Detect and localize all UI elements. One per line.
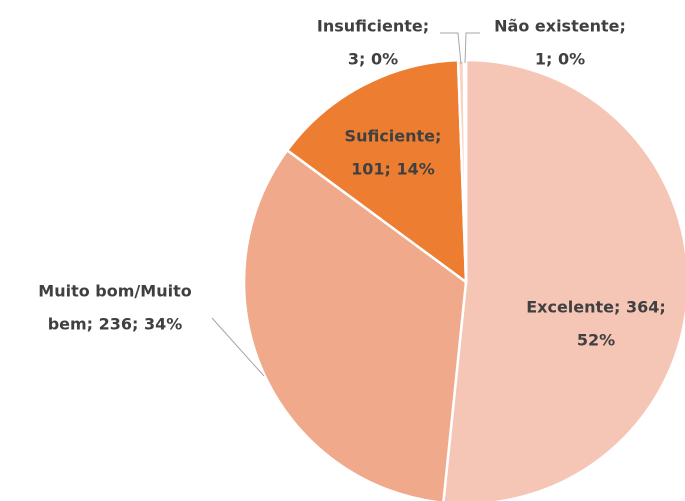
data-label: bem; 236; 34% xyxy=(48,315,183,334)
data-label: 101; 14% xyxy=(351,160,435,179)
leader-line xyxy=(464,32,480,64)
data-label: 1; 0% xyxy=(535,50,585,69)
pie-slice xyxy=(242,148,468,501)
data-label: 52% xyxy=(577,331,615,350)
data-label: Suficiente; xyxy=(345,127,442,146)
data-label: Excelente; 364; xyxy=(526,298,666,317)
data-label: 3; 0% xyxy=(348,50,398,69)
pie-slice xyxy=(285,58,468,285)
leader-line xyxy=(440,32,462,65)
data-label: Não existente; xyxy=(494,17,626,36)
data-label: Muito bom/Muito xyxy=(38,282,191,301)
data-label: Insuficiente; xyxy=(317,17,429,36)
pie-slice xyxy=(442,58,685,501)
leader-line xyxy=(211,317,265,377)
